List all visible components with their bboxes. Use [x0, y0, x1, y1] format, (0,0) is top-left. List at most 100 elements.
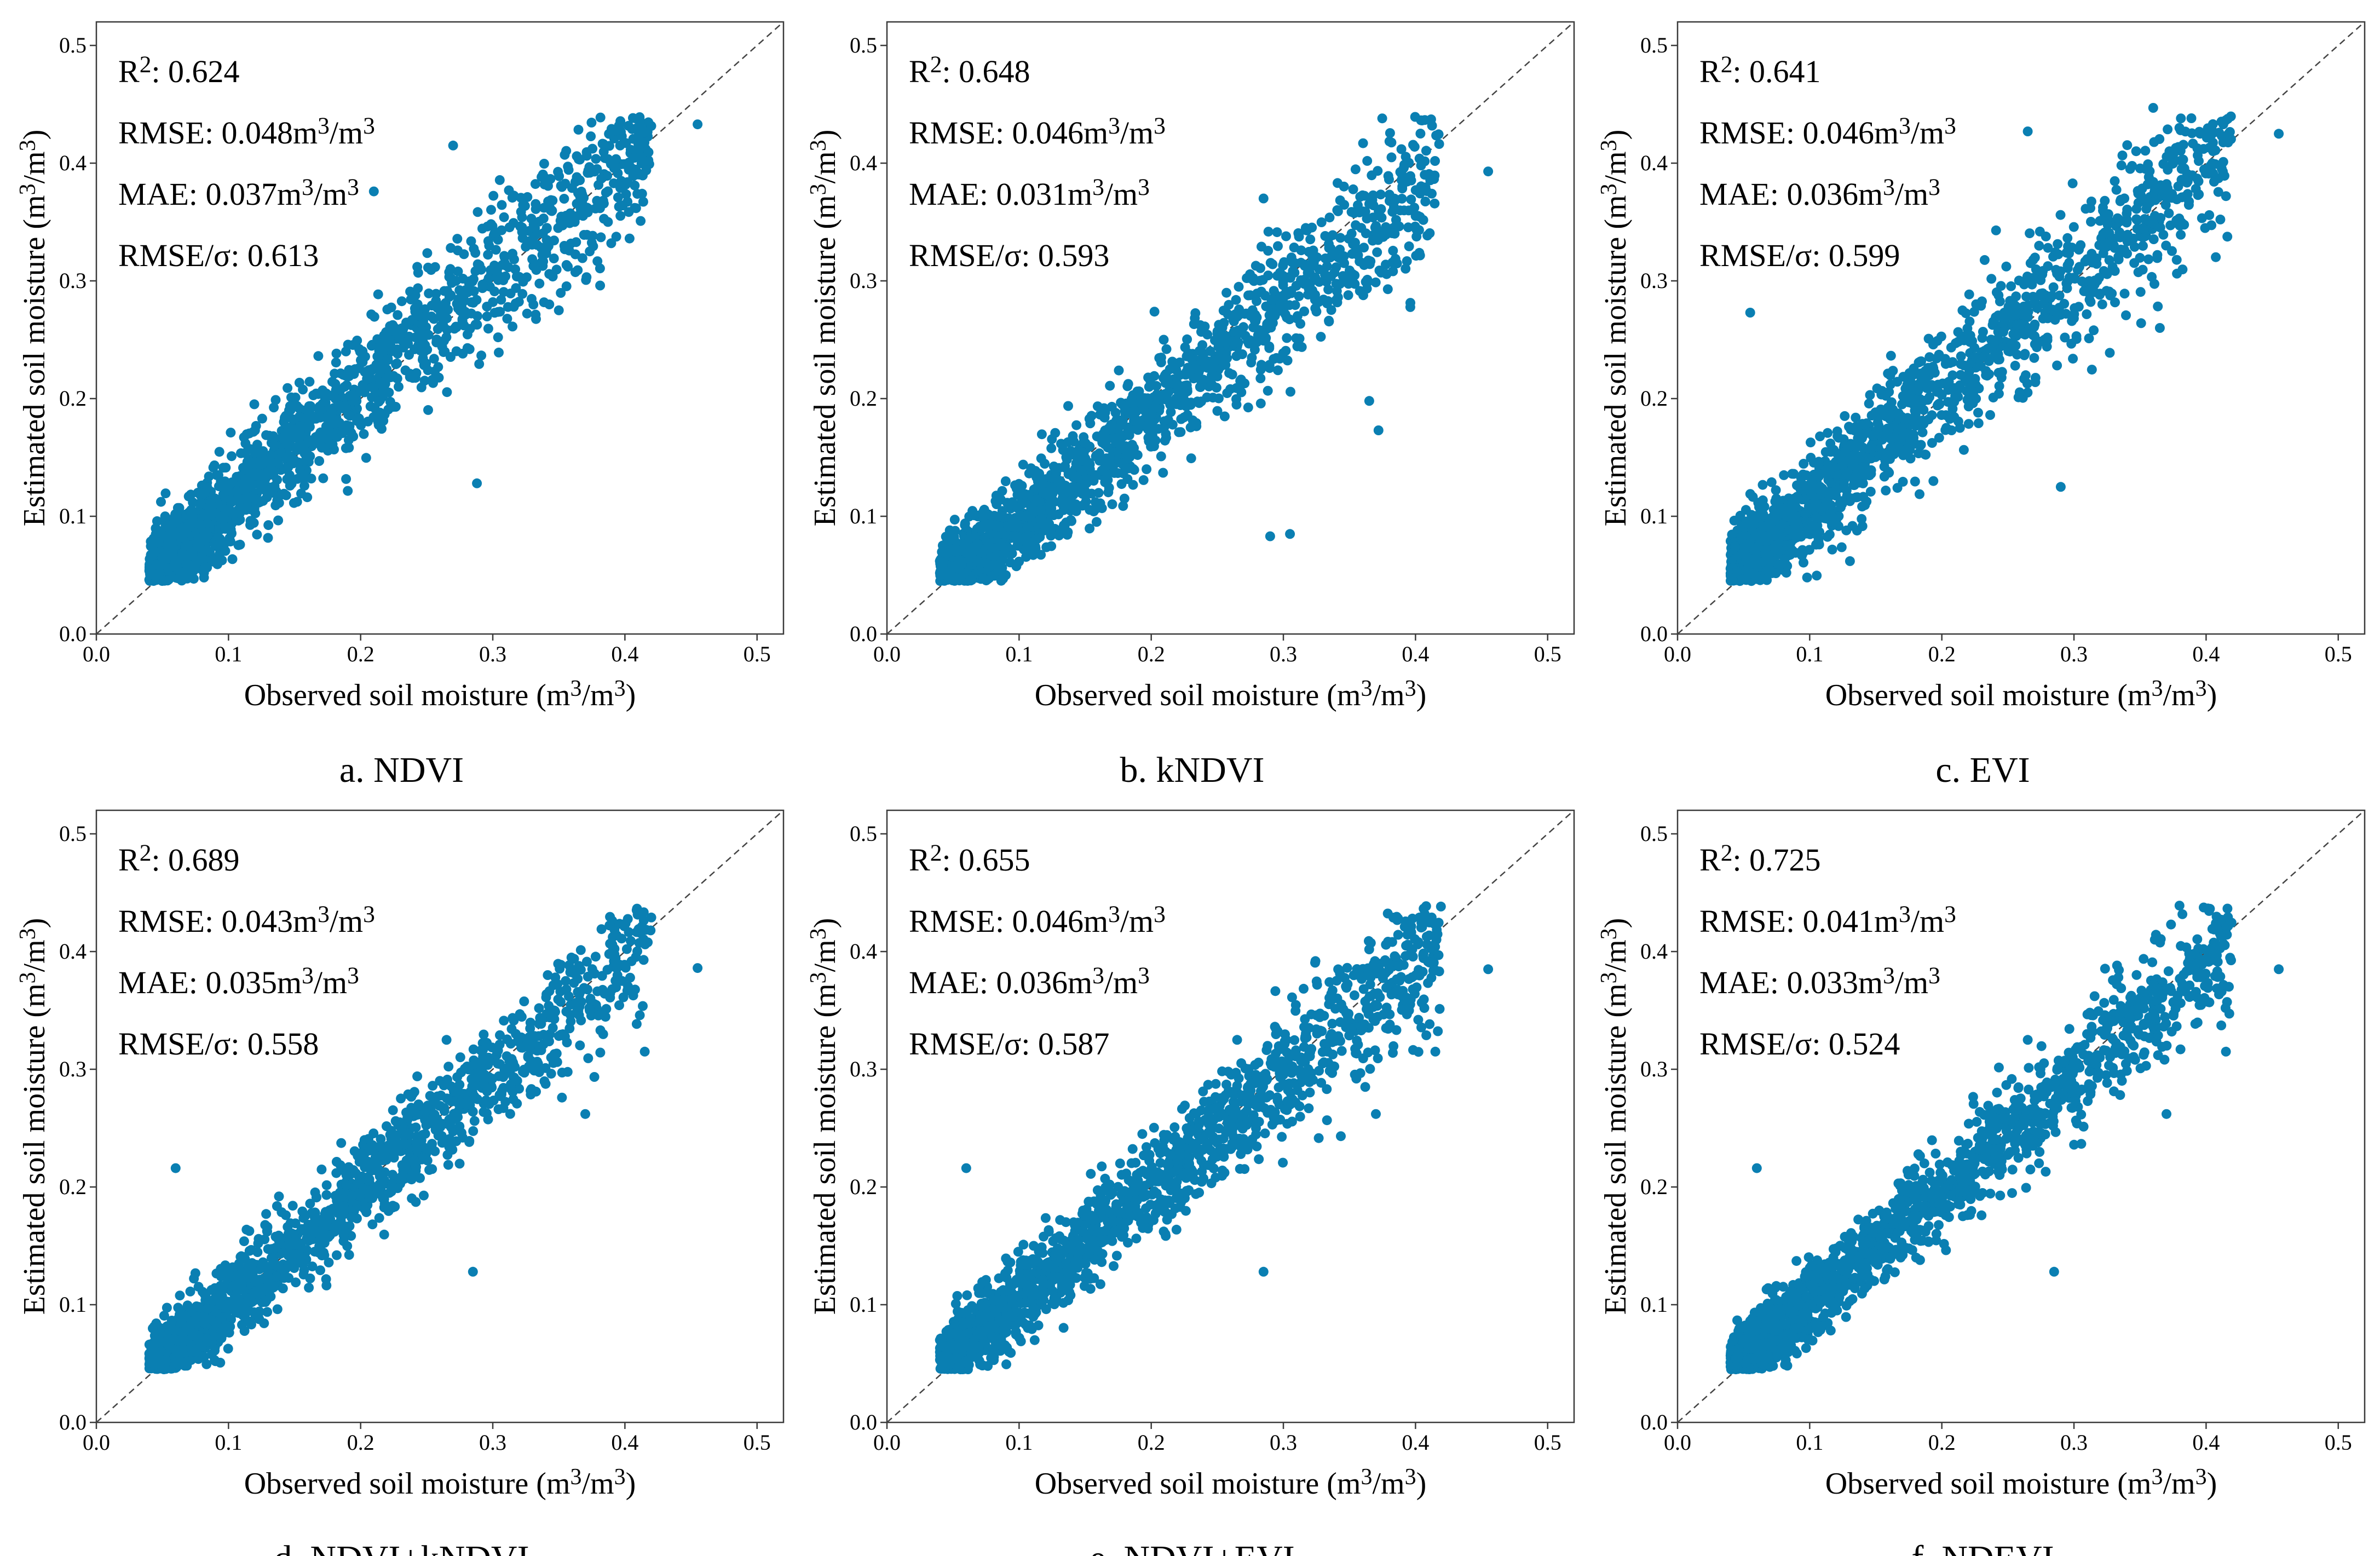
data-point: [263, 533, 273, 543]
data-point: [1144, 382, 1154, 392]
data-point: [327, 377, 337, 387]
data-point: [1420, 170, 1430, 180]
data-point: [2182, 176, 2193, 187]
data-point: [1186, 354, 1197, 364]
data-point: [352, 336, 362, 345]
data-point: [1252, 296, 1262, 306]
data-point: [969, 510, 979, 521]
data-point: [1928, 476, 1939, 486]
data-point: [1406, 194, 1416, 205]
data-point: [1302, 225, 1312, 235]
data-point: [1208, 393, 1218, 403]
data-point: [163, 531, 173, 541]
data-point: [1787, 545, 1797, 556]
data-point: [992, 499, 1002, 509]
data-point: [2131, 214, 2142, 224]
data-point: [531, 309, 541, 320]
data-point: [1791, 502, 1801, 512]
data-point: [469, 244, 479, 254]
data-point: [556, 181, 566, 191]
data-point: [1296, 245, 1306, 256]
data-point: [1800, 509, 1811, 519]
data-point: [427, 374, 437, 385]
data-point: [1923, 333, 1934, 344]
data-point: [2171, 255, 2182, 265]
data-point: [1323, 284, 1334, 295]
x-tick-label: 0.0: [873, 642, 901, 666]
x-tick-label: 0.1: [215, 642, 242, 666]
data-point: [1196, 377, 1207, 387]
data-point: [308, 390, 319, 400]
data-point: [2110, 297, 2120, 308]
data-point: [1311, 307, 1322, 317]
data-point: [554, 305, 564, 315]
data-point: [1255, 328, 1265, 338]
data-point: [1332, 205, 1342, 215]
data-point: [342, 420, 352, 430]
data-point: [947, 561, 957, 571]
data-point: [1071, 506, 1081, 516]
data-point: [1255, 275, 1265, 286]
data-point: [486, 205, 496, 215]
data-point: [1188, 415, 1198, 425]
data-point: [306, 474, 316, 484]
data-point: [1296, 257, 1306, 268]
data-point: [1171, 399, 1182, 410]
data-point: [270, 395, 281, 405]
data-point: [2054, 290, 2065, 301]
data-point: [216, 476, 226, 486]
data-point: [366, 309, 377, 320]
data-point: [1201, 361, 1211, 372]
data-point: [1020, 489, 1030, 499]
data-point: [1406, 175, 1416, 186]
data-point: [2074, 245, 2084, 255]
data-point: [1776, 503, 1787, 513]
data-point: [1065, 515, 1076, 525]
data-point: [1324, 315, 1334, 326]
data-point: [412, 262, 423, 272]
data-point: [2052, 360, 2062, 371]
stat-line-3: MAE: 0.031m3/m3: [909, 174, 1150, 212]
data-point: [1036, 429, 1047, 440]
data-point: [2053, 239, 2063, 249]
data-point: [195, 498, 206, 508]
data-point: [1166, 407, 1176, 417]
data-point: [1929, 367, 1940, 378]
data-point: [294, 403, 304, 413]
data-point: [2213, 187, 2223, 197]
data-point: [1273, 365, 1283, 376]
x-tick-label: 0.2: [347, 642, 374, 666]
data-point: [2192, 174, 2202, 184]
data-point: [424, 288, 434, 298]
data-point: [1905, 453, 1916, 464]
y-tick-label: 0.4: [1640, 151, 1668, 175]
data-point: [441, 332, 452, 342]
data-point: [2145, 197, 2156, 208]
data-point: [2163, 124, 2173, 135]
data-point: [1263, 227, 1273, 237]
data-point: [487, 221, 498, 231]
data-point: [242, 457, 252, 467]
data-point: [497, 200, 507, 210]
data-point: [431, 289, 441, 299]
data-point: [2055, 210, 2066, 220]
y-tick-label: 0.0: [850, 621, 877, 646]
data-point: [180, 551, 190, 561]
data-point: [1263, 385, 1273, 396]
data-point: [1845, 556, 1855, 566]
data-point: [585, 246, 595, 257]
data-point: [2176, 113, 2186, 124]
data-point: [1294, 291, 1304, 302]
data-point: [561, 281, 572, 291]
data-point: [1401, 263, 1411, 274]
data-point: [204, 507, 214, 517]
data-point: [1243, 290, 1253, 301]
data-point: [446, 274, 456, 284]
data-point: [598, 195, 608, 206]
data-point: [1364, 199, 1374, 209]
data-point: [1964, 373, 1975, 384]
data-point: [488, 191, 499, 201]
data-point: [1973, 418, 1984, 428]
data-point: [1390, 228, 1400, 239]
data-point: [1368, 212, 1378, 223]
